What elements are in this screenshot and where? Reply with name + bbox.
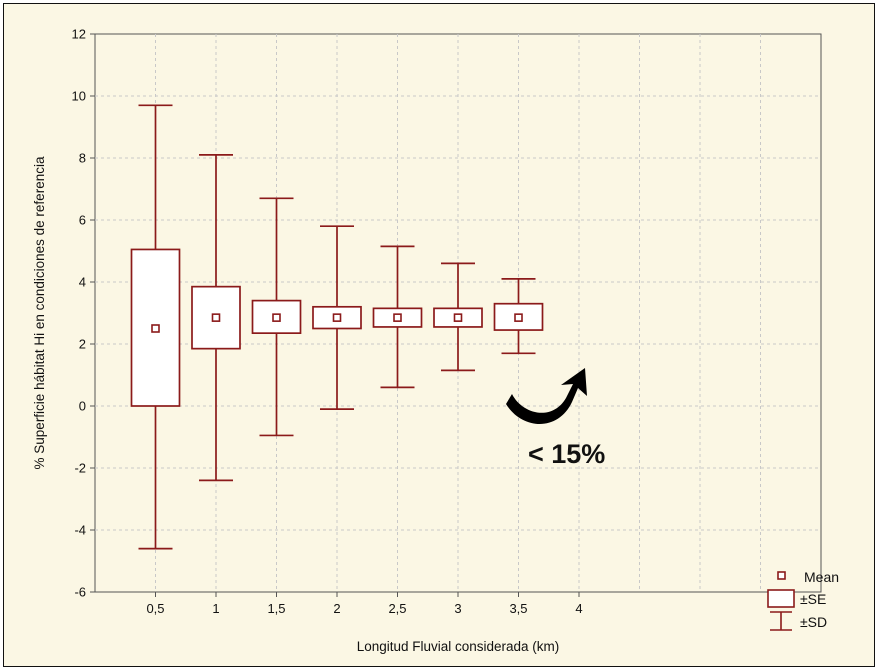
y-tick-label: -6 <box>74 585 86 600</box>
y-tick-label: 8 <box>79 151 86 166</box>
legend: Mean ±SE ±SD <box>767 569 839 631</box>
annotation-text: < 15% <box>528 439 605 469</box>
x-tick-label: 3 <box>454 601 461 616</box>
legend-se-label: ±SE <box>800 591 826 607</box>
x-tick-label: 1 <box>212 601 219 616</box>
y-tick-label: 4 <box>79 275 86 290</box>
y-tick-label: 2 <box>79 337 86 352</box>
curved-arrow-icon <box>506 368 587 424</box>
y-tick-label: 12 <box>72 27 86 42</box>
y-tick-label: 0 <box>79 399 86 414</box>
x-tick-label: 2 <box>333 601 340 616</box>
y-tick-label: -4 <box>74 523 86 538</box>
box-2.5 <box>372 245 423 389</box>
box-2 <box>312 225 362 410</box>
mean-marker <box>151 324 160 333</box>
y-tick-label: 10 <box>72 89 86 104</box>
x-tick-label: 1,5 <box>267 601 285 616</box>
annotation: < 15% <box>506 368 605 469</box>
mean-marker <box>211 313 221 322</box>
x-tick-labels: 0,5 1 1,5 2 2,5 3 3,5 4 <box>146 592 583 616</box>
box-1 <box>191 154 241 482</box>
box-series <box>130 104 544 550</box>
mean-marker <box>272 313 281 322</box>
mean-marker <box>514 313 523 322</box>
y-tick-label: -2 <box>74 461 86 476</box>
box-1.5 <box>251 197 302 437</box>
mean-marker <box>393 313 402 322</box>
x-tick-label: 4 <box>575 601 582 616</box>
box-3 <box>433 262 483 372</box>
legend-sd-label: ±SD <box>800 614 827 630</box>
mean-marker <box>453 313 463 322</box>
legend-mean-marker <box>777 571 786 580</box>
legend-mean-label: Mean <box>804 569 839 585</box>
legend-se-marker <box>767 589 795 608</box>
y-tick-labels: -6 -4 -2 0 2 4 6 8 10 12 <box>72 27 95 600</box>
y-axis-label: % Superficie hábitat Hi en condiciones d… <box>32 156 47 469</box>
box-3.5 <box>493 278 544 355</box>
x-tick-label: 0,5 <box>146 601 164 616</box>
x-tick-label: 3,5 <box>509 601 527 616</box>
y-tick-label: 6 <box>79 213 86 228</box>
box-0.5 <box>130 104 181 550</box>
x-axis-label: Longitud Fluvial considerada (km) <box>357 639 560 654</box>
x-tick-label: 2,5 <box>388 601 406 616</box>
mean-marker <box>332 313 342 322</box>
